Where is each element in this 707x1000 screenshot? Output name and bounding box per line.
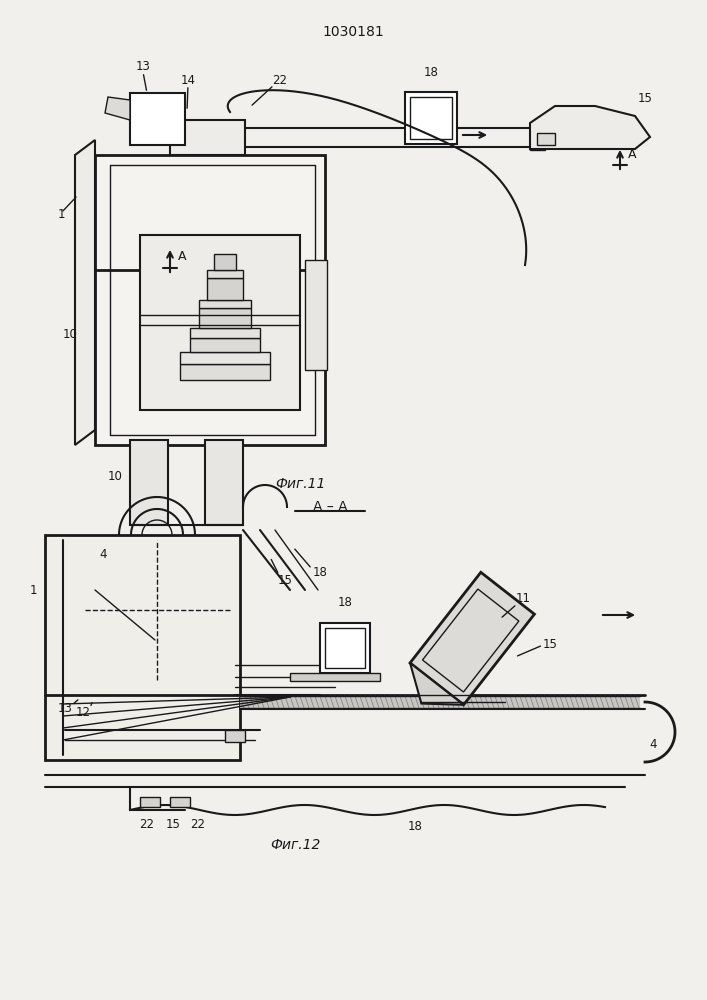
Text: 15: 15: [278, 574, 293, 586]
Text: 18: 18: [337, 596, 352, 609]
Bar: [207, 270, 243, 278]
Text: 18: 18: [407, 820, 423, 834]
Text: A: A: [177, 250, 186, 263]
Text: 13: 13: [57, 702, 72, 714]
Text: 4: 4: [99, 548, 107, 562]
Text: 14: 14: [180, 74, 196, 87]
Bar: [190, 338, 260, 352]
Text: 1: 1: [57, 209, 65, 222]
Bar: [207, 278, 243, 300]
Bar: [180, 352, 270, 364]
Text: 22: 22: [190, 818, 206, 832]
Text: 10: 10: [107, 471, 122, 484]
Bar: [199, 300, 251, 308]
Text: 18: 18: [312, 566, 327, 580]
Bar: [45, 535, 240, 760]
Polygon shape: [530, 106, 650, 149]
Text: 4: 4: [649, 738, 657, 752]
Bar: [537, 133, 555, 145]
Bar: [240, 696, 640, 708]
Text: 1030181: 1030181: [322, 25, 384, 39]
Polygon shape: [75, 140, 95, 445]
Text: 18: 18: [423, 66, 438, 79]
Bar: [170, 797, 190, 807]
Bar: [290, 673, 380, 681]
Bar: [320, 623, 370, 673]
Bar: [130, 440, 168, 525]
Bar: [180, 364, 270, 380]
Bar: [140, 235, 300, 410]
Polygon shape: [105, 97, 130, 120]
Text: 15: 15: [165, 818, 180, 832]
Polygon shape: [410, 663, 464, 705]
Text: 12: 12: [76, 706, 90, 718]
Bar: [530, 125, 545, 150]
Text: 22: 22: [272, 74, 288, 87]
Bar: [170, 120, 245, 155]
Bar: [225, 730, 245, 742]
Text: 1: 1: [29, 584, 37, 596]
Text: 22: 22: [139, 818, 155, 832]
Bar: [190, 328, 260, 338]
Text: A: A: [628, 147, 636, 160]
Polygon shape: [410, 572, 534, 705]
Bar: [325, 628, 365, 668]
Bar: [130, 93, 185, 145]
Bar: [405, 92, 457, 144]
Bar: [199, 308, 251, 328]
Bar: [205, 440, 243, 525]
Text: Фиг.12: Фиг.12: [270, 838, 320, 852]
Text: 10: 10: [62, 328, 78, 342]
Text: 15: 15: [638, 92, 653, 104]
Bar: [140, 797, 160, 807]
Text: 15: 15: [542, 639, 557, 652]
Bar: [410, 97, 452, 139]
Text: 11: 11: [515, 592, 530, 605]
Bar: [95, 155, 325, 445]
Text: Фиг.11: Фиг.11: [275, 477, 325, 491]
Bar: [305, 260, 327, 370]
Text: А – А: А – А: [312, 500, 347, 514]
Text: 13: 13: [136, 60, 151, 74]
Bar: [214, 254, 236, 270]
